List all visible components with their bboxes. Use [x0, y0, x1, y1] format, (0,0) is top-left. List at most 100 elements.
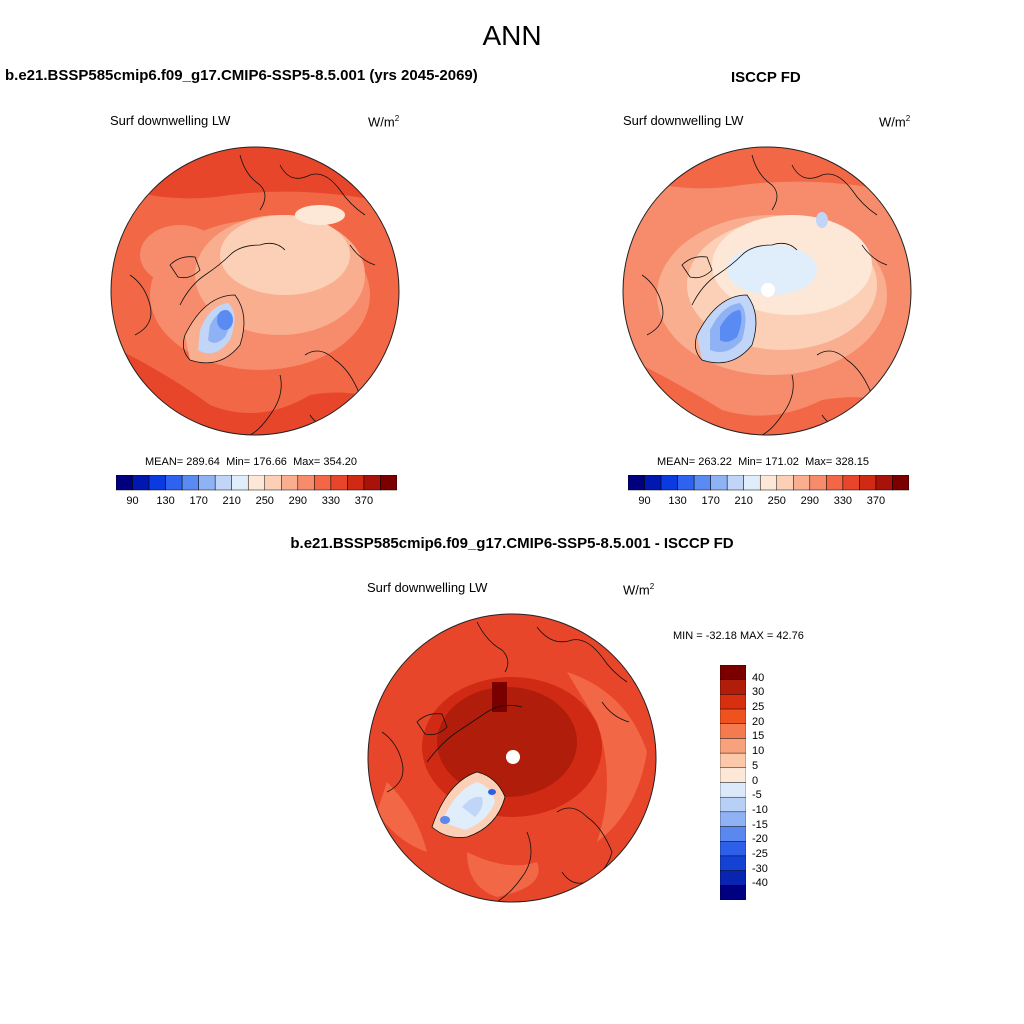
left-colorbar: [116, 475, 397, 491]
left-colorbar-tick-label: 90: [126, 495, 139, 507]
right-colorbar-swatch: [842, 475, 860, 491]
left-colorbar-swatch: [231, 475, 249, 491]
left-colorbar-swatch: [281, 475, 299, 491]
right-colorbar-swatch: [759, 475, 778, 491]
right-colorbar-tick-label: 370: [866, 495, 886, 507]
diff-colorbar-tick-label: 25: [752, 701, 765, 714]
diff-units-label: W/m2: [623, 582, 655, 598]
right-colorbar-swatch: [677, 475, 695, 491]
right-colorbar: [628, 475, 909, 491]
right-colorbar-swatch: [809, 475, 827, 491]
left-colorbar-swatch: [347, 475, 365, 491]
diff-colorbar-tick-label: -10: [752, 803, 768, 816]
left-colorbar-swatch: [165, 475, 183, 491]
left-stats: MEAN= 289.64 Min= 176.66 Max= 354.20: [145, 456, 357, 468]
diff-colorbar-swatch: [720, 738, 746, 754]
right-colorbar-swatch: [644, 475, 662, 491]
right-colorbar-swatch: [826, 475, 844, 491]
right-colorbar-swatch: [628, 475, 645, 491]
left-colorbar-tick-label: 210: [222, 495, 241, 507]
right-panel-title: ISCCP FD: [731, 69, 801, 86]
diff-colorbar-swatch: [720, 826, 746, 842]
right-colorbar-swatch: [776, 475, 794, 491]
right-colorbar-tick-label: 330: [833, 495, 853, 507]
diff-colorbar-swatch: [720, 665, 746, 680]
diff-colorbar-tick-label: -40: [752, 877, 768, 890]
right-colorbar-tick-label: 130: [668, 495, 687, 507]
diff-colorbar-swatch: [720, 885, 746, 900]
left-colorbar-swatch: [330, 475, 348, 491]
left-colorbar-swatch: [148, 475, 166, 491]
diff-colorbar-swatch: [720, 679, 746, 695]
left-colorbar-swatch: [116, 475, 133, 491]
diff-colorbar-swatch: [720, 870, 746, 886]
left-variable-label: Surf downwelling LW: [110, 113, 231, 128]
right-colorbar-swatch: [793, 475, 811, 491]
right-colorbar-swatch: [660, 475, 678, 491]
left-colorbar-swatch: [132, 475, 150, 491]
left-colorbar-swatch: [297, 475, 315, 491]
diff-colorbar-tick-label: 0: [752, 774, 759, 787]
left-colorbar-swatch: [314, 475, 332, 491]
right-colorbar-swatch: [892, 475, 909, 491]
left-colorbar-ticks: 90 130 170 210 250 290 330 370: [116, 495, 397, 511]
left-colorbar-tick-label: 170: [189, 495, 208, 507]
right-colorbar-swatch: [726, 475, 744, 491]
diff-panel-title: b.e21.BSSP585cmip6.f09_g17.CMIP6-SSP5-8.…: [290, 535, 734, 552]
diff-colorbar-swatch: [720, 708, 746, 724]
left-colorbar-tick-label: 250: [255, 495, 274, 507]
right-colorbar-tick-label: 210: [734, 495, 753, 507]
diff-colorbar-tick-label: 5: [752, 759, 759, 772]
diff-colorbar-swatch: [720, 723, 746, 739]
right-stats: MEAN= 263.22 Min= 171.02 Max= 328.15: [657, 456, 869, 468]
left-units-label: W/m2: [368, 114, 400, 130]
diff-colorbar-swatch: [720, 841, 746, 857]
right-colorbar-tick-label: 170: [701, 495, 720, 507]
diff-colorbar-swatch: [720, 694, 746, 710]
left-colorbar-swatch: [363, 475, 381, 491]
diff-colorbar-tick-label: 10: [752, 745, 765, 758]
left-colorbar-tick-label: 130: [156, 495, 175, 507]
diff-colorbar-swatch: [720, 767, 746, 783]
diff-colorbar-tick-label: -20: [752, 833, 768, 846]
diff-colorbar-tick-label: 30: [752, 686, 765, 699]
left-colorbar-tick-label: 330: [321, 495, 341, 507]
diff-colorbar-swatch: [720, 782, 746, 798]
diff-colorbar-tick-label: 40: [752, 671, 765, 684]
diff-colorbar-tick-label: -25: [752, 847, 768, 860]
main-title: ANN: [482, 20, 542, 51]
left-colorbar-swatch: [380, 475, 397, 491]
diff-variable-label: Surf downwelling LW: [367, 580, 488, 595]
diff-range-text: MIN = -32.18 MAX = 42.76: [673, 630, 804, 642]
diff-colorbar-swatch: [720, 811, 746, 827]
right-colorbar-swatch: [743, 475, 761, 491]
right-units-label: W/m2: [879, 114, 911, 130]
diff-colorbar-swatch: [720, 752, 746, 769]
diff-colorbar-tick-label: 20: [752, 715, 765, 728]
left-polar-map: [110, 146, 400, 436]
left-colorbar-tick-label: 370: [354, 495, 374, 507]
left-panel-title: b.e21.BSSP585cmip6.f09_g17.CMIP6-SSP5-8.…: [5, 67, 478, 84]
left-colorbar-tick-label: 290: [288, 495, 307, 507]
diff-colorbar-tick-label: 15: [752, 730, 765, 743]
diff-colorbar: [720, 665, 746, 900]
right-colorbar-tick-label: 250: [767, 495, 786, 507]
diff-colorbar-tick-label: -5: [752, 789, 762, 802]
left-colorbar-swatch: [264, 475, 282, 491]
right-colorbar-tick-label: 90: [638, 495, 651, 507]
diff-colorbar-swatch: [720, 855, 746, 871]
right-polar-map: [622, 146, 912, 436]
right-variable-label: Surf downwelling LW: [623, 113, 744, 128]
diff-colorbar-tick-label: -30: [752, 862, 768, 875]
right-colorbar-tick-label: 290: [800, 495, 819, 507]
left-colorbar-swatch: [247, 475, 266, 491]
right-colorbar-swatch: [710, 475, 728, 491]
right-colorbar-ticks: 90 130 170 210 250 290 330 370: [628, 495, 909, 511]
right-colorbar-swatch: [859, 475, 877, 491]
left-colorbar-swatch: [214, 475, 232, 491]
diff-polar-map: [367, 613, 657, 903]
right-colorbar-swatch: [693, 475, 711, 491]
left-colorbar-swatch: [181, 475, 199, 491]
left-colorbar-swatch: [198, 475, 216, 491]
diff-colorbar-tick-label: -15: [752, 818, 768, 831]
